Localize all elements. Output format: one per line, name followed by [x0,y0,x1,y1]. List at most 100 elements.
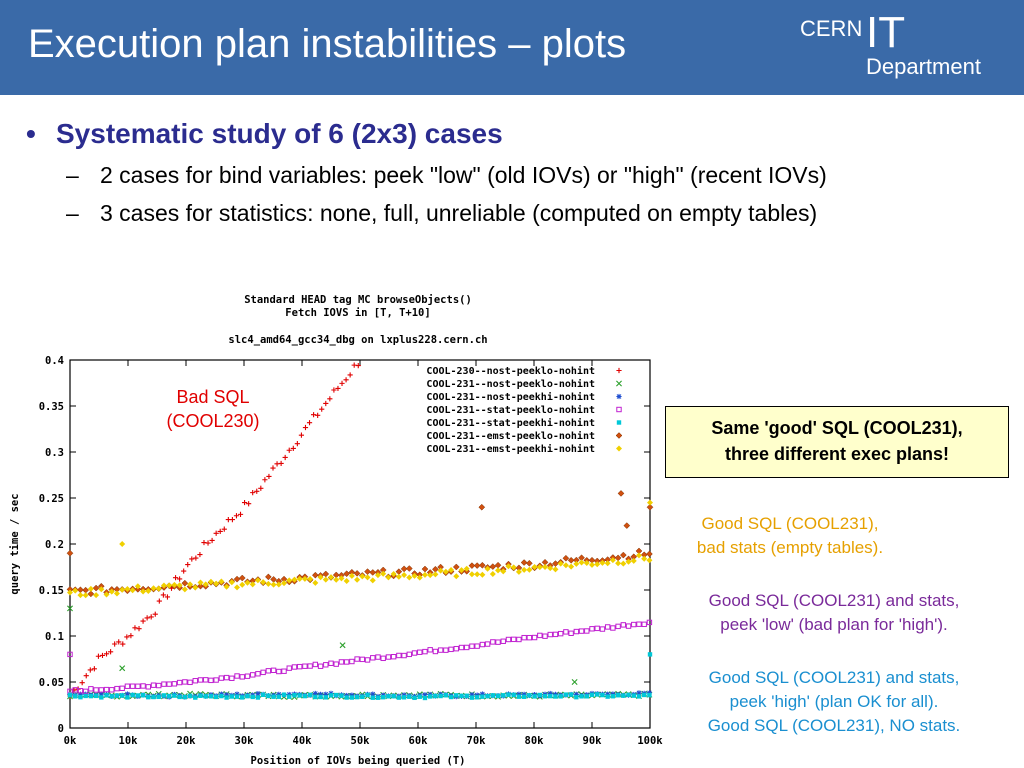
data-point [625,623,632,629]
data-point [370,695,375,700]
data-point [313,694,318,700]
data-point [129,587,136,594]
data-point [620,622,627,628]
data-point [468,562,476,569]
chart-title-line: Fetch IOVS in [T, T+10] [285,307,430,319]
data-point [209,537,215,544]
data-point [322,570,330,578]
bad-sql-annotation: Bad SQL (COOL230) [150,385,276,433]
data-point [396,695,402,700]
data-point [527,693,532,698]
data-point [245,693,250,699]
data-point [275,581,282,588]
data-point [144,615,150,621]
data-point [343,570,351,578]
data-point [542,694,548,699]
data-point [145,684,152,690]
data-point [479,561,486,569]
data-point [474,695,480,700]
data-point [531,634,538,641]
data-point [594,625,600,632]
data-point [437,567,444,574]
data-point [531,563,538,570]
data-point [589,626,595,632]
data-point [270,581,277,588]
legend-entry-marker [615,432,623,439]
data-point [255,690,261,697]
data-point [187,581,194,588]
data-point [238,574,246,582]
data-point [307,692,313,698]
data-point-outlier [646,503,654,511]
data-point [119,586,126,593]
data-point [563,692,569,697]
note-line: Good SQL (COOL231) and stats, [708,591,960,610]
data-point [276,694,281,699]
data-point [161,693,167,698]
data-point [219,693,224,699]
data-point [568,630,574,636]
data-point [172,575,179,581]
data-point [474,571,481,578]
data-point [93,592,100,599]
data-point [400,565,408,573]
data-point [355,362,361,369]
data-point [328,693,334,698]
data-point [495,567,502,574]
data-point [311,412,317,418]
data-point [344,695,349,700]
data-point [339,380,345,386]
x-tick-label: 10k [119,735,139,747]
data-point [77,691,84,697]
data-point [99,695,104,700]
data-point [489,571,496,578]
data-point [114,685,120,692]
data-point [552,631,559,638]
data-point [505,563,512,570]
data-point [208,677,214,684]
data-point [182,679,188,685]
data-point [292,693,297,698]
data-point [291,664,298,670]
data-point [474,643,480,649]
data-point [152,611,158,617]
data-point [192,584,199,591]
data-point [302,424,309,431]
data-point [203,694,208,699]
data-point [454,693,459,698]
data-point [348,572,355,579]
data-point [537,632,543,639]
data-point [82,592,89,599]
data-point [181,586,188,593]
note-line: Good SQL (COOL231) and stats, [708,668,960,687]
data-point [614,554,622,562]
y-tick-label: 0.4 [45,355,64,367]
data-point [239,674,245,680]
data-point-outlier [647,499,653,506]
data-point [473,562,481,569]
data-point [276,668,282,675]
data-point [401,692,407,698]
data-point [250,672,256,678]
data-point [128,633,134,639]
data-point [223,583,230,590]
subbullet-text: 2 cases for bind variables: peek "low" (… [100,162,827,188]
data-point [270,576,277,583]
data-point [271,694,276,699]
data-point [427,694,433,699]
data-point [164,594,171,600]
data-point [73,694,78,699]
data-point [469,692,475,698]
data-point [380,655,386,662]
data-point [287,694,292,699]
data-point [380,570,387,577]
data-point [108,649,114,655]
data-point [536,564,543,571]
data-point [217,528,223,534]
y-tick-label: 0 [58,723,64,735]
x-tick-label: 50k [351,735,371,747]
data-point [338,575,345,582]
data-point [177,694,182,700]
data-point [134,586,142,593]
note-line: bad stats (empty tables). [696,538,884,557]
